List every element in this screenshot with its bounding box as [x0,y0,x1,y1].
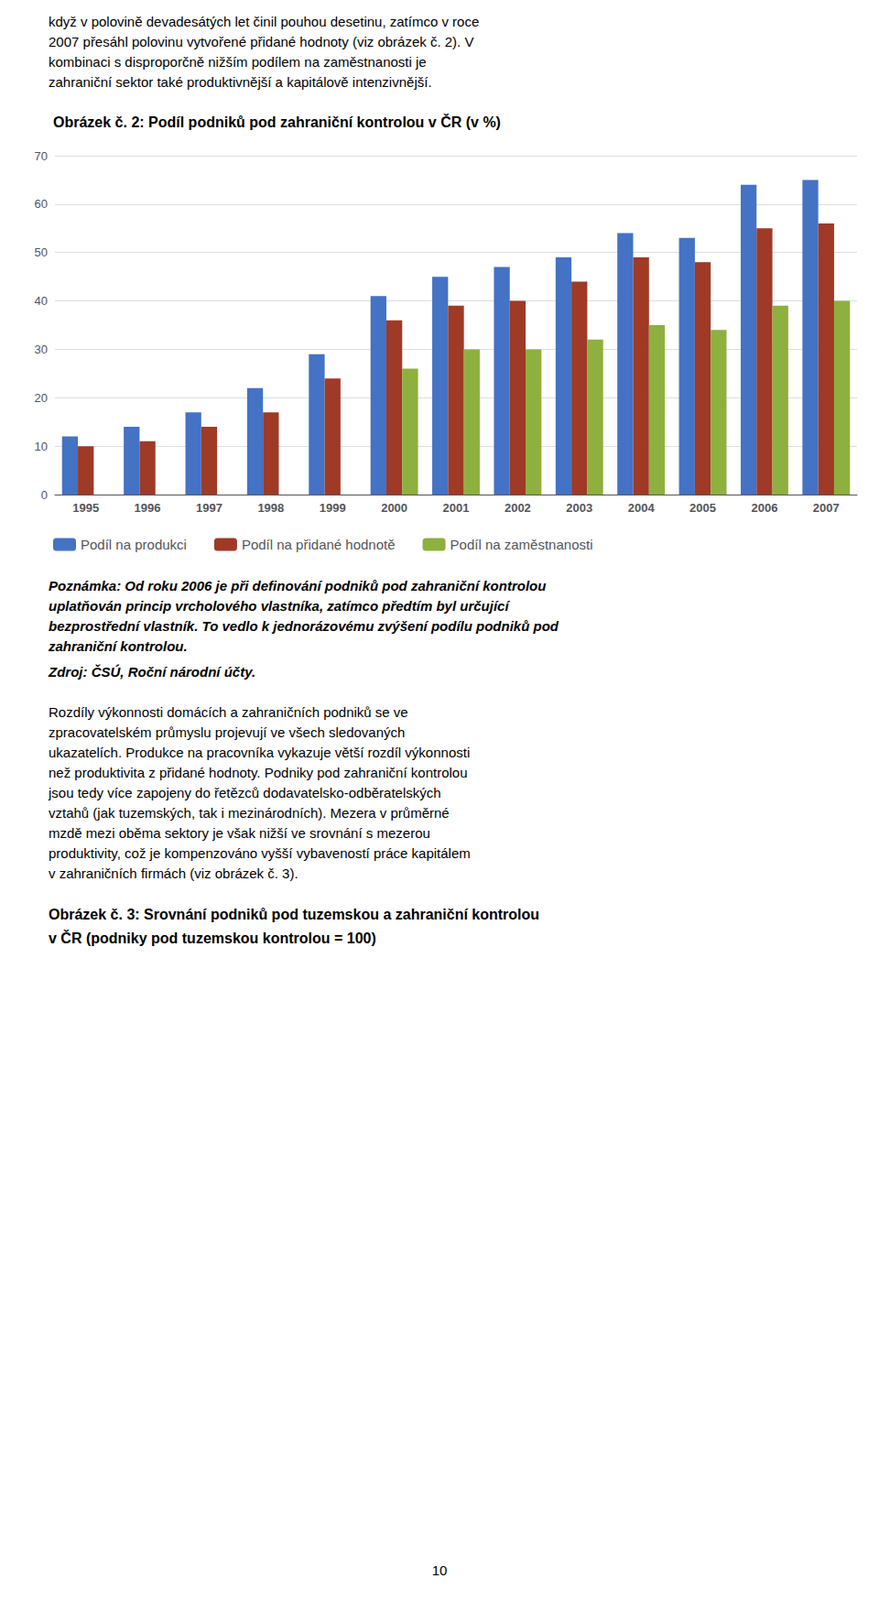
svg-text:20: 20 [34,390,48,405]
svg-text:1997: 1997 [195,500,223,515]
svg-text:zahraniční sektor také produkt: zahraniční sektor také produktivnější a … [48,74,433,90]
svg-text:Podíl na produkci: Podíl na produkci [80,536,187,553]
svg-text:když v polovině devadesátých l: když v polovině devadesátých let činil p… [48,13,479,30]
svg-text:Obrázek č. 3: Srovnání podniků: Obrázek č. 3: Srovnání podniků pod tuzem… [48,906,540,923]
svg-text:70: 70 [34,149,48,163]
svg-text:30: 30 [34,342,48,357]
svg-text:v zahraničních firmách (viz ob: v zahraničních firmách (viz obrázek č. 3… [48,865,299,881]
svg-text:zpracovatelském průmyslu proje: zpracovatelském průmyslu projevují ve vš… [48,724,405,740]
svg-text:10: 10 [34,439,48,454]
svg-text:Rozdíly výkonnosti domácích a: Rozdíly výkonnosti domácích a zahraniční… [48,704,409,720]
svg-text:jsou tedy více zapojeny do řet: jsou tedy více zapojeny do řetězců dodav… [47,784,442,801]
svg-text:2005: 2005 [689,500,717,515]
svg-text:0: 0 [41,488,48,502]
svg-text:bezprostřední vlastník. To ved: bezprostřední vlastník. To vedlo k jedno… [48,618,560,634]
svg-text:Zdroj: ČSÚ, Roční národní účty: Zdroj: ČSÚ, Roční národní účty. [47,663,256,680]
svg-text:10: 10 [432,1562,448,1578]
svg-text:2002: 2002 [504,500,532,515]
svg-text:2000: 2000 [380,500,408,515]
svg-text:kombinaci s disproporčně nižší: kombinaci s disproporčně nižším podílem … [48,54,427,70]
svg-text:1996: 1996 [134,500,162,515]
svg-text:50: 50 [34,245,48,260]
svg-text:Podíl na zaměstnanosti: Podíl na zaměstnanosti [450,536,594,553]
svg-text:2001: 2001 [443,500,470,515]
svg-text:2007: 2007 [813,500,840,515]
svg-text:60: 60 [34,196,48,211]
svg-text:2006: 2006 [750,500,778,515]
svg-text:2004: 2004 [628,500,656,515]
svg-text:uplatňován princip vrcholového: uplatňován princip vrcholového vlastníka… [48,597,511,614]
svg-text:1995: 1995 [72,500,99,515]
svg-text:v ČR (podniky pod tuzemskou ko: v ČR (podniky pod tuzemskou kontrolou = … [48,929,377,946]
svg-text:1998: 1998 [257,500,284,515]
svg-text:produktivity, což je kompenzov: produktivity, což je kompenzováno vyšší … [48,845,471,861]
svg-text:2007 přesáhl polovinu vytvořen: 2007 přesáhl polovinu vytvořené přidané … [48,33,474,50]
svg-text:Obrázek č. 2: Podíl podniků po: Obrázek č. 2: Podíl podniků pod zahranič… [53,113,501,131]
svg-text:vztahů (jak tuzemských, tak i: vztahů (jak tuzemských, tak i mezinárodn… [48,804,450,821]
svg-text:Podíl na přidané hodnotě: Podíl na přidané hodnotě [241,536,396,553]
svg-text:2003: 2003 [565,500,593,515]
svg-text:Poznámka: Od roku 2006 je při: Poznámka: Od roku 2006 je při definování… [48,577,546,594]
svg-text:ukazatelích. Produkce na praco: ukazatelích. Produkce na pracovníka vyka… [48,744,470,760]
svg-text:mzdě mezi oběma sektory je vša: mzdě mezi oběma sektory je však nižší ve… [48,824,431,841]
svg-text:40: 40 [34,293,48,308]
svg-text:zahraniční kontrolou.: zahraniční kontrolou. [47,638,188,654]
svg-text:než produktivita z přidané hod: než produktivita z přidané hodnoty. Podn… [48,764,468,781]
svg-text:1999: 1999 [319,500,347,515]
